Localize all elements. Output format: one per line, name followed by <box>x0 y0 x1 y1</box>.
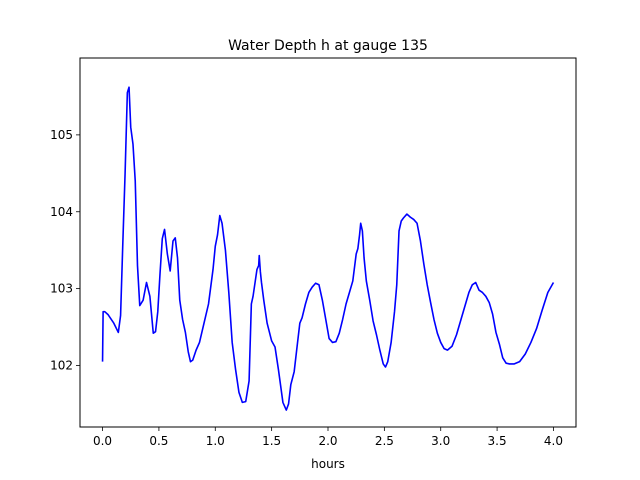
x-tick-label: 2.0 <box>318 434 337 448</box>
y-tick-label: 105 <box>50 128 73 142</box>
y-tick-label: 103 <box>50 282 73 296</box>
x-axis-ticks: 0.0 0.5 1.0 1.5 2.0 2.5 3.0 3.5 4.0 <box>93 427 563 448</box>
y-tick-label: 104 <box>50 205 73 219</box>
x-tick-label: 0.0 <box>93 434 112 448</box>
x-axis-label: hours <box>311 457 345 471</box>
x-tick-label: 0.5 <box>149 434 168 448</box>
x-tick-label: 2.5 <box>375 434 394 448</box>
series-layer <box>101 86 555 411</box>
x-tick-label: 3.0 <box>431 434 450 448</box>
y-tick-label: 102 <box>50 359 73 373</box>
series-line-0 <box>101 86 555 411</box>
x-tick-label: 1.5 <box>262 434 281 448</box>
y-axis-ticks: 102 103 104 105 <box>50 128 80 373</box>
x-tick-label: 4.0 <box>544 434 563 448</box>
plot-frame <box>79 57 577 428</box>
x-tick-label: 1.0 <box>206 434 225 448</box>
plot-area <box>80 58 576 427</box>
x-tick-label: 3.5 <box>488 434 507 448</box>
chart-title: Water Depth h at gauge 135 <box>228 38 428 54</box>
